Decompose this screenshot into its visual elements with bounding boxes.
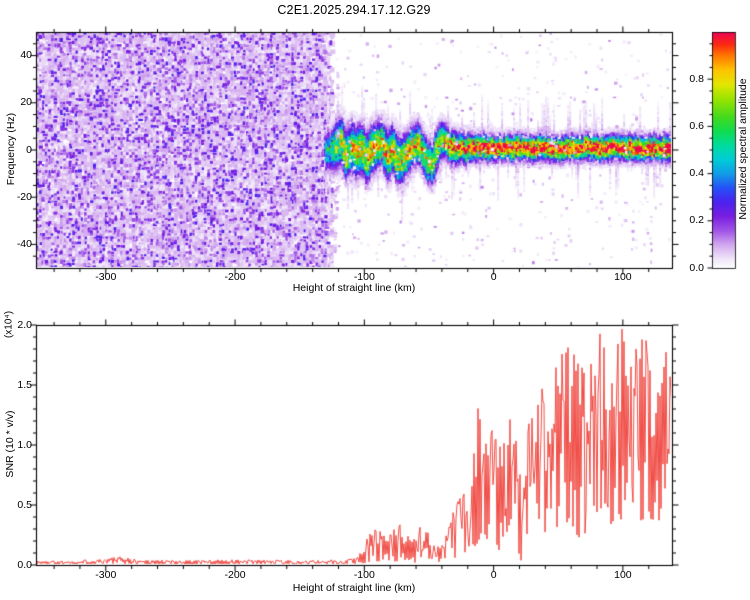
- tick-label: 100: [614, 569, 632, 581]
- tick-label: 1.5: [17, 378, 32, 391]
- snr-canvas: [26, 315, 682, 575]
- tick-label: 0: [490, 569, 497, 581]
- tick-label: 0.4: [689, 167, 704, 180]
- tick-label: 0.8: [689, 72, 704, 85]
- tick-label: -200: [224, 569, 246, 581]
- figure-title: C2E1.2025.294.17.12.G29: [277, 3, 431, 17]
- tick-label: 0.5: [17, 498, 32, 511]
- tick-label: 0.2: [689, 214, 704, 227]
- height-axis-label-bottom: Height of straight line (km): [292, 582, 416, 594]
- tick-label: 1.0: [17, 438, 32, 451]
- height-axis-label-top: Height of straight line (km): [292, 282, 416, 294]
- tick-label: 20: [20, 96, 32, 109]
- tick-label: 0.6: [689, 119, 704, 132]
- tick-label: 0.0: [17, 558, 32, 571]
- tick-label: 40: [20, 49, 32, 62]
- tick-label: -200: [224, 271, 246, 283]
- tick-label: -20: [16, 190, 32, 203]
- tick-label: 100: [614, 271, 632, 283]
- tick-label: 0.0: [689, 261, 704, 274]
- tick-label: -100: [353, 569, 375, 581]
- tick-label: -300: [95, 569, 117, 581]
- tick-label: 0: [490, 271, 497, 283]
- colorbar-axis-label: Normalized spectral amplitude: [737, 78, 749, 220]
- colorbar-canvas: [698, 22, 750, 278]
- tick-label: -300: [95, 271, 117, 283]
- tick-label: -100: [353, 271, 375, 283]
- tick-label: 2.0: [17, 318, 32, 331]
- tick-label: 0: [26, 143, 32, 156]
- tick-label: -40: [16, 237, 32, 250]
- spectrogram-canvas: [26, 22, 682, 278]
